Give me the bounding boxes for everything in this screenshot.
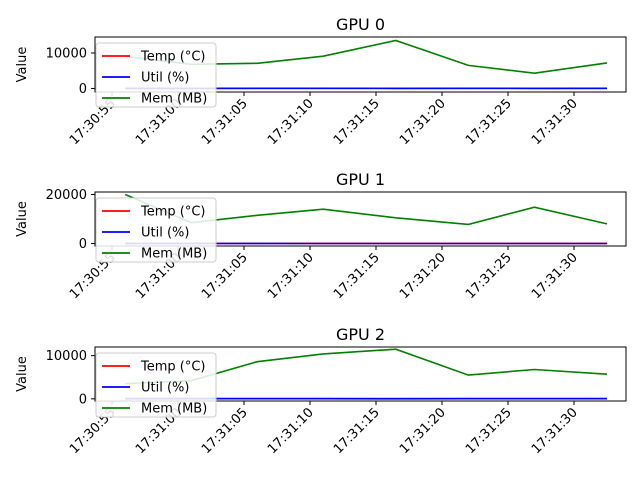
x-tick-label: 17:31:15: [331, 405, 383, 457]
y-tick-label: 10000: [46, 46, 87, 61]
plot-frame: [94, 346, 627, 402]
chart-title: GPU 2: [336, 325, 385, 344]
legend-box: [95, 42, 217, 108]
legend: Temp (°C) Util (%) Mem (MB): [95, 352, 217, 418]
x-tick-label: 17:31:30: [529, 96, 581, 148]
x-tick-label: 17:31:30: [529, 250, 581, 302]
x-tick-label: 17:31:25: [463, 405, 515, 457]
x-tick-label: 17:31:10: [265, 405, 317, 457]
legend-entry: Util (%): [141, 226, 189, 241]
x-tick-label: 17:31:20: [397, 96, 449, 148]
legend-box: [95, 352, 217, 418]
plot-frame: [94, 36, 627, 93]
x-tick-label: 17:31:20: [397, 250, 449, 302]
legend-entry: Mem (MB): [141, 92, 207, 107]
x-tick-label: 17:31:10: [265, 96, 317, 148]
chart-title: GPU 1: [336, 170, 385, 189]
plot-frame: [94, 191, 627, 247]
y-axis-label: Value: [15, 201, 30, 237]
x-tick-label: 17:31:15: [331, 96, 383, 148]
x-tick-label: 17:31:30: [529, 405, 581, 457]
legend-entry: Mem (MB): [141, 402, 207, 417]
x-tick-label: 17:31:15: [331, 250, 383, 302]
y-tick-label: 0: [79, 82, 87, 97]
chart-title: GPU 0: [336, 15, 385, 34]
legend-entry: Util (%): [141, 71, 189, 86]
legend-box: [95, 197, 217, 263]
legend-entry: Temp (°C): [140, 205, 206, 220]
legend-entry: Temp (°C): [140, 360, 206, 375]
y-axis-label: Value: [15, 356, 30, 392]
x-tick-label: 17:31:25: [463, 96, 515, 148]
y-axis-label: Value: [15, 47, 30, 83]
legend: Temp (°C) Util (%) Mem (MB): [95, 197, 217, 263]
x-tick-label: 17:31:10: [265, 250, 317, 302]
y-tick-label: 10000: [46, 349, 87, 364]
y-tick-label: 20000: [46, 188, 87, 203]
legend-entry: Util (%): [141, 381, 189, 396]
x-tick-label: 17:31:25: [463, 250, 515, 302]
x-tick-label: 17:31:20: [397, 405, 449, 457]
legend-entry: Mem (MB): [141, 247, 207, 262]
y-tick-label: 0: [79, 237, 87, 252]
y-tick-label: 0: [79, 392, 87, 407]
legend: Temp (°C) Util (%) Mem (MB): [95, 42, 217, 108]
legend-entry: Temp (°C): [140, 50, 206, 65]
